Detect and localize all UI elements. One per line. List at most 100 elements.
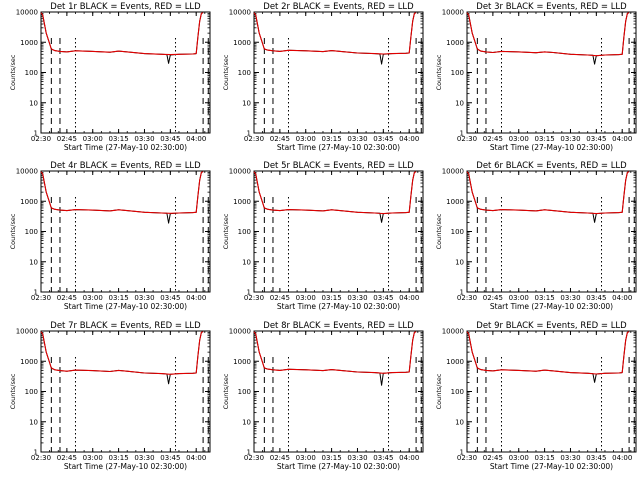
chart-6-y-tick-label: 100: [451, 228, 464, 236]
chart-3-x-tick-label: 02:30: [457, 135, 477, 143]
chart-7-panel: Det 7r BLACK = Events, RED = LLD 1 10 100 10…: [9, 321, 211, 471]
chart-5-y-tick-label: 10: [242, 258, 251, 266]
chart-5-title: Det 5r BLACK = Events, RED = LLD: [263, 161, 414, 171]
chart-2-y-tick-label: 1000: [233, 39, 251, 47]
chart-6-x-tick-label: 03:15: [535, 294, 555, 302]
chart-4-x-tick-label: 03:00: [83, 294, 103, 302]
chart-5-y-tick-label: 1: [247, 289, 251, 297]
chart-9-x-tick-label: 03:45: [586, 454, 606, 462]
chart-8-y-tick-label: 1: [247, 449, 251, 457]
chart-9-panel: Det 9r BLACK = Events, RED = LLD 1 10 100 10…: [435, 321, 637, 471]
chart-6-y-tick-label: 1: [460, 289, 464, 297]
chart-8-events-line: [253, 331, 417, 386]
chart-2-lld-line: [253, 12, 417, 55]
chart-5-y-tick-label: 10000: [229, 168, 251, 176]
chart-7-y-tick-label: 1000: [20, 358, 38, 366]
chart-9-x-tick-label: 02:45: [483, 454, 503, 462]
chart-9-x-tick-label: 03:15: [535, 454, 555, 462]
chart-5-x-tick-label: 03:00: [296, 294, 316, 302]
chart-4-x-tick-label: 03:30: [134, 294, 154, 302]
chart-6-plot-frame: [466, 170, 637, 293]
chart-4-x-tick-label: 03:15: [109, 294, 129, 302]
chart-7-y-tick-label: 100: [25, 388, 38, 396]
chart-8-x-tick-label: 03:00: [296, 454, 316, 462]
chart-2-y-tick-label: 10: [242, 99, 251, 107]
chart-4-x-tick-label: 03:45: [160, 294, 180, 302]
chart-5-x-tick-label: 03:30: [347, 294, 367, 302]
chart-9-x-tick-label: 03:00: [509, 454, 529, 462]
chart-7-x-tick-label: 03:30: [134, 454, 154, 462]
chart-3-y-tick-label: 1000: [446, 39, 464, 47]
chart-5-x-tick-label: 04:00: [399, 294, 419, 302]
chart-1-y-axis-label: Counts/sec: [9, 54, 17, 90]
chart-7-y-tick-label: 1: [34, 449, 38, 457]
chart-7-plot-frame: [40, 330, 211, 453]
chart-6-x-tick-label: 03:45: [586, 294, 606, 302]
chart-5-events-line: [253, 171, 417, 223]
chart-2-x-tick-label: 03:45: [373, 135, 393, 143]
chart-6-y-tick-label: 10: [455, 258, 464, 266]
chart-7-x-tick-label: 03:00: [83, 454, 103, 462]
chart-8-x-tick-label: 02:30: [244, 454, 264, 462]
chart-1-x-tick-label: 02:30: [31, 135, 51, 143]
chart-3-x-axis-label: Start Time (27-May-10 02:30:00): [490, 143, 613, 152]
chart-9-x-tick-label: 03:30: [560, 454, 580, 462]
chart-8-y-axis-label: Counts/sec: [222, 373, 230, 409]
chart-8-y-tick-label: 10000: [229, 328, 251, 336]
chart-1-y-tick-label: 1: [34, 130, 38, 138]
chart-8-panel: Det 8r BLACK = Events, RED = LLD 1 10 100 10…: [222, 321, 424, 471]
chart-4-panel: Det 4r BLACK = Events, RED = LLD 1 10 100 10…: [9, 161, 211, 311]
chart-9-x-axis-label: Start Time (27-May-10 02:30:00): [490, 462, 613, 471]
chart-6-x-tick-label: 03:30: [560, 294, 580, 302]
chart-1-lld-line: [40, 12, 204, 56]
chart-4-y-tick-label: 100: [25, 228, 38, 236]
chart-4-x-tick-label: 04:00: [186, 294, 206, 302]
chart-6-panel: Det 6r BLACK = Events, RED = LLD 1 10 100 10…: [435, 161, 637, 311]
chart-2-x-axis-label: Start Time (27-May-10 02:30:00): [277, 143, 400, 152]
chart-1-y-tick-label: 100: [25, 69, 38, 77]
chart-7-x-tick-label: 03:15: [109, 454, 129, 462]
chart-6-x-tick-label: 04:00: [612, 294, 632, 302]
chart-2-events-line: [253, 12, 417, 65]
chart-1-x-tick-label: 02:45: [57, 135, 77, 143]
chart-8-x-tick-label: 02:45: [270, 454, 290, 462]
chart-1-x-tick-label: 03:15: [109, 135, 129, 143]
chart-7-x-axis-label: Start Time (27-May-10 02:30:00): [64, 462, 187, 471]
chart-4-y-tick-label: 1000: [20, 198, 38, 206]
chart-5-x-tick-label: 03:15: [322, 294, 342, 302]
chart-2-x-tick-label: 04:00: [399, 135, 419, 143]
chart-2-y-tick-label: 100: [238, 69, 251, 77]
chart-8-y-tick-label: 100: [238, 388, 251, 396]
chart-2-x-tick-label: 03:00: [296, 135, 316, 143]
chart-7-y-tick-label: 10: [29, 418, 38, 426]
chart-6-events-line: [466, 171, 630, 223]
chart-2-y-tick-label: 10000: [229, 9, 251, 17]
chart-9-title: Det 9r BLACK = Events, RED = LLD: [476, 321, 627, 331]
chart-3-x-tick-label: 03:30: [560, 135, 580, 143]
chart-8-x-tick-label: 03:15: [322, 454, 342, 462]
chart-6-title: Det 6r BLACK = Events, RED = LLD: [476, 161, 627, 171]
chart-2-x-tick-label: 03:30: [347, 135, 367, 143]
chart-2-y-tick-label: 1: [247, 130, 251, 138]
chart-9-y-tick-label: 10000: [442, 328, 464, 336]
chart-9-y-tick-label: 1000: [446, 358, 464, 366]
chart-5-y-axis-label: Counts/sec: [222, 213, 230, 249]
chart-6-x-tick-label: 02:45: [483, 294, 503, 302]
chart-3-title: Det 3r BLACK = Events, RED = LLD: [476, 2, 627, 12]
chart-3-lld-line: [466, 12, 630, 57]
chart-8-y-tick-label: 1000: [233, 358, 251, 366]
chart-4-y-axis-label: Counts/sec: [9, 213, 17, 249]
chart-6-y-tick-label: 10000: [442, 168, 464, 176]
chart-3-y-tick-label: 1: [460, 130, 464, 138]
chart-3-x-tick-label: 03:15: [535, 135, 555, 143]
chart-7-lld-line: [40, 331, 204, 375]
chart-7-x-tick-label: 02:30: [31, 454, 51, 462]
chart-1-x-tick-label: 04:00: [186, 135, 206, 143]
chart-5-x-tick-label: 02:45: [270, 294, 290, 302]
chart-9-y-tick-label: 1: [460, 449, 464, 457]
chart-8-x-tick-label: 04:00: [399, 454, 419, 462]
chart-4-y-tick-label: 10000: [16, 168, 38, 176]
chart-8-x-axis-label: Start Time (27-May-10 02:30:00): [277, 462, 400, 471]
chart-7-x-tick-label: 03:45: [160, 454, 180, 462]
